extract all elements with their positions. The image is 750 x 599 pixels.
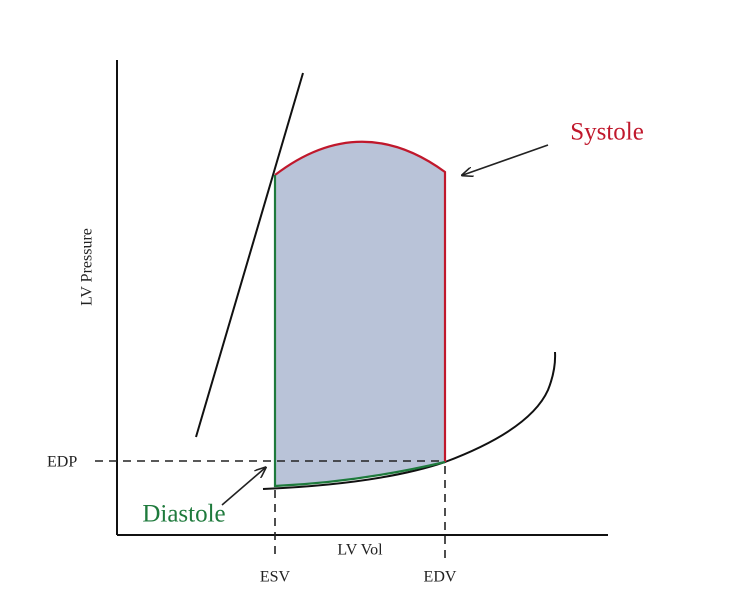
esv-label: ESV — [260, 569, 291, 586]
systole-path — [274, 140, 447, 462]
edp-label: EDP — [47, 454, 77, 471]
edpvr-curve — [262, 351, 557, 490]
edv-label: EDV — [424, 569, 457, 586]
x-axis-label: LV Vol — [337, 542, 383, 559]
y-axis-label: LV Pressure — [79, 228, 96, 306]
diastole-label: Diastole — [142, 501, 225, 528]
systole-label: Systole — [570, 119, 644, 146]
systole-arrow — [463, 144, 549, 175]
loop-area — [275, 141, 445, 486]
diastole-path — [273, 175, 446, 488]
espvr-line — [195, 72, 304, 438]
diastole-arrow — [221, 468, 265, 506]
